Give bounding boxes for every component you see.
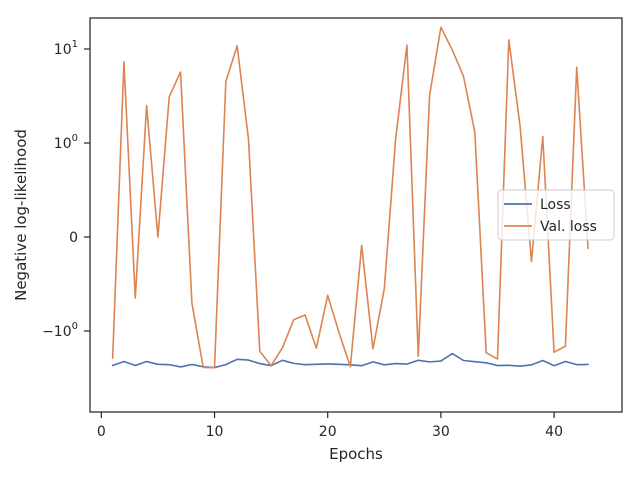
legend-box (497, 189, 615, 241)
x-axis-label: Epochs (329, 445, 383, 463)
legend-label-val-loss: Val. loss (540, 219, 597, 235)
y-tick-label-1: 100 (54, 133, 78, 152)
series-line-val-loss (111, 26, 589, 369)
y-tick-label-2: 0 (69, 230, 78, 246)
legend-label-loss: Loss (540, 197, 571, 213)
plot-lines (111, 26, 589, 369)
x-tick-label-30: 30 (432, 424, 450, 440)
plot-frame (89, 17, 623, 413)
y-tick-label-0: 101 (54, 39, 78, 58)
y-axis: 101 100 0 −100 (42, 39, 90, 340)
x-tick-label-0: 0 (97, 424, 106, 440)
x-tick-label-40: 40 (545, 424, 563, 440)
x-axis: 0 10 20 30 40 (97, 412, 563, 440)
y-tick-label-3: −100 (42, 321, 78, 340)
legend: Loss Val. loss (497, 189, 615, 241)
x-tick-label-20: 20 (319, 424, 337, 440)
x-tick-label-10: 10 (206, 424, 224, 440)
y-axis-label: Negative log-likelihood (12, 129, 30, 301)
